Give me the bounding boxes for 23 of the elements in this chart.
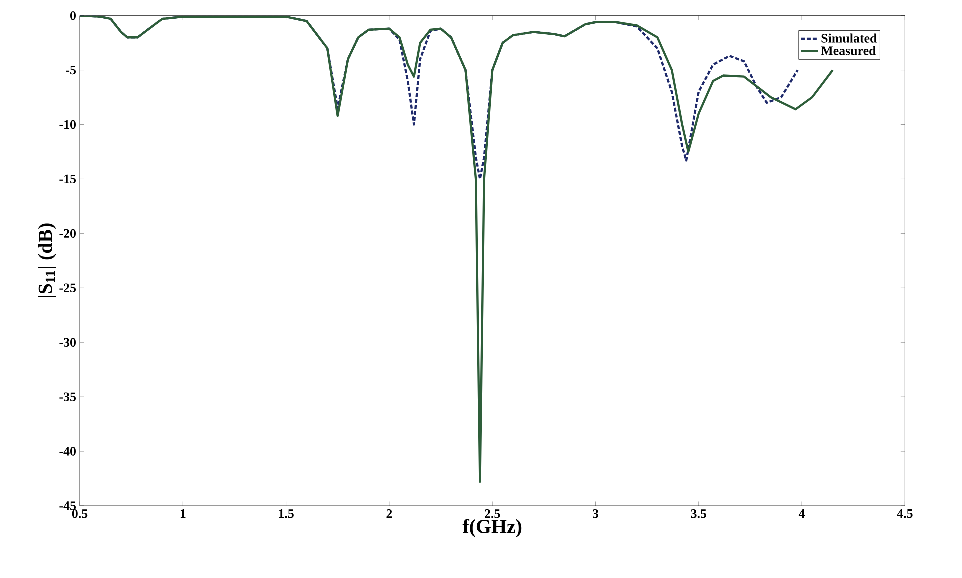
x-tick-label: 1	[180, 510, 186, 518]
y-tick-label: -40	[60, 447, 76, 456]
x-tick-label: 3	[592, 510, 599, 518]
y-axis-title: |S$_{11}$| (dB)	[38, 224, 56, 298]
y-tick-label: -20	[60, 229, 76, 238]
y-tick-label: -5	[66, 66, 76, 75]
x-tick-label: 3.5	[691, 510, 706, 518]
x-tick-label: 0.5	[72, 510, 88, 518]
y-tick-label: -35	[60, 392, 76, 402]
y-tick-label: -15	[60, 174, 76, 184]
y-tick-label: -45	[60, 502, 76, 510]
legend-label: Simulated	[822, 34, 878, 43]
y-tick-label: 0	[70, 11, 76, 20]
x-tick-label: 2	[386, 510, 392, 518]
x-tick-label: 4.5	[897, 510, 913, 518]
x-tick-label: 2.5	[485, 510, 500, 518]
legend-label: Measured	[821, 46, 876, 56]
x-tick-label: 1.5	[279, 510, 294, 518]
y-tick-label: -10	[60, 120, 76, 130]
x-axis-title: f(GHz)	[462, 519, 522, 538]
x-tick-label: 4	[798, 510, 806, 518]
y-tick-label: -30	[60, 338, 76, 347]
y-tick-label: -25	[60, 284, 76, 292]
